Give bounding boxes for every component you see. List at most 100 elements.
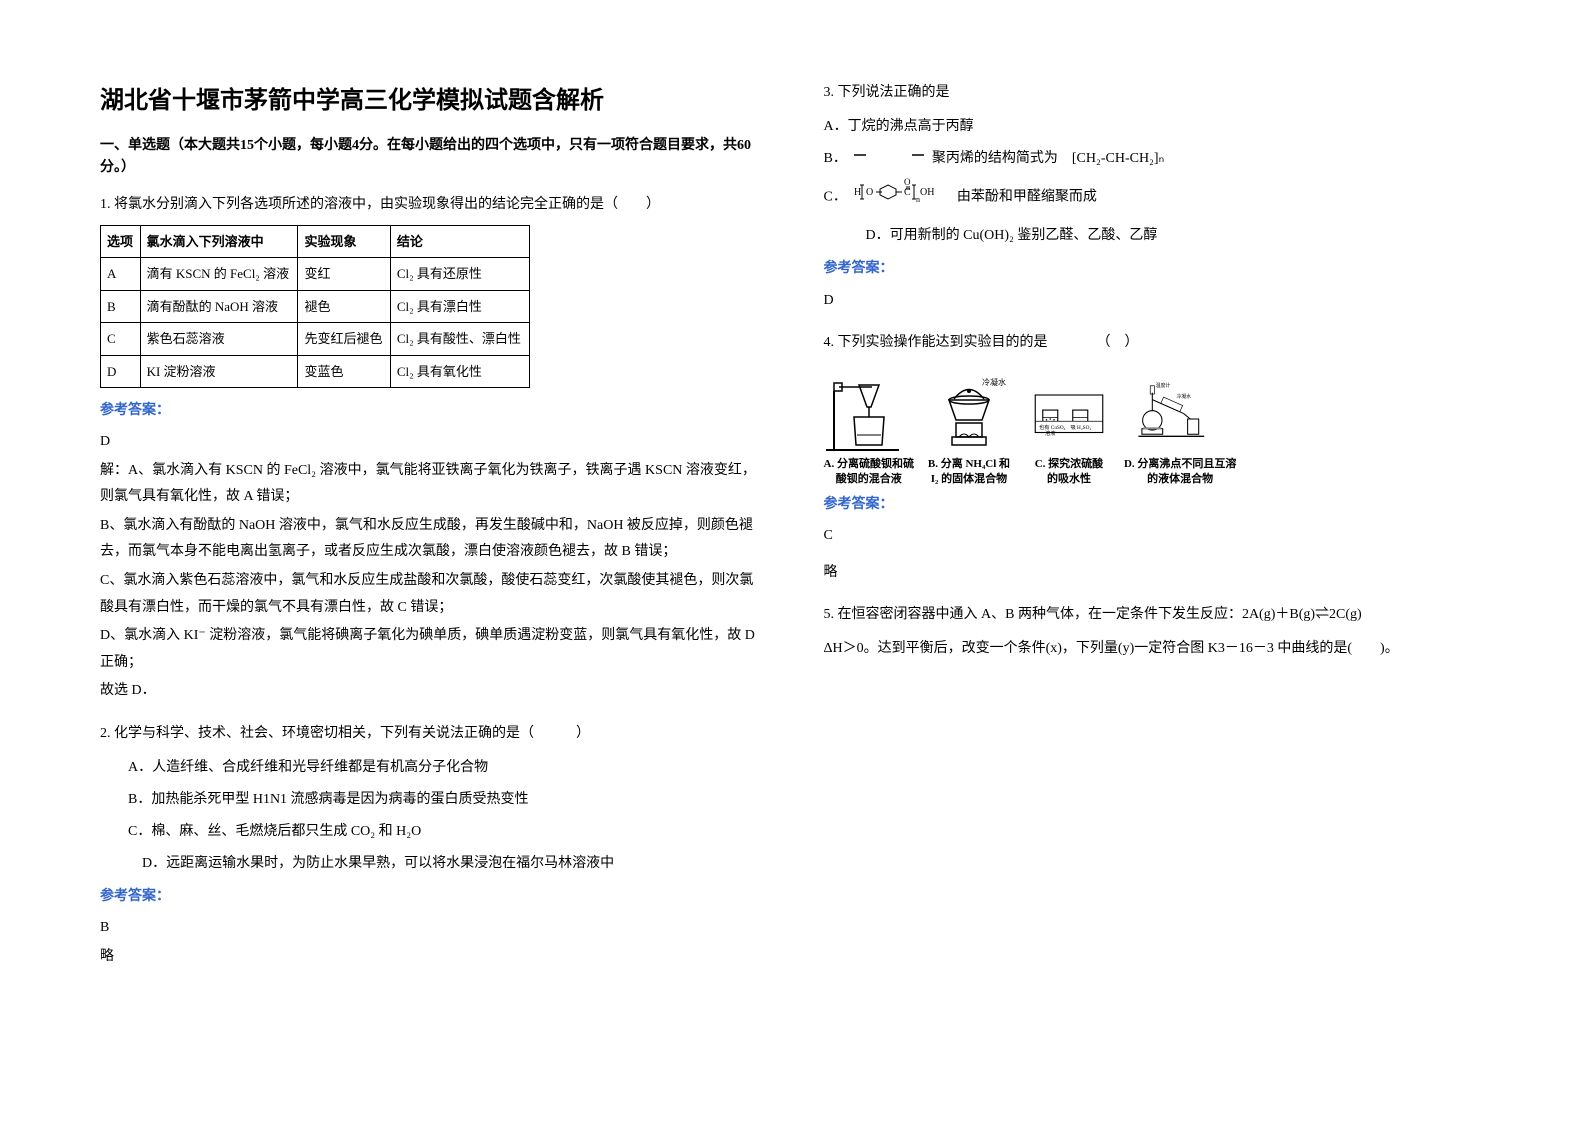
q5-text-b: ΔH＞0。达到平衡后，改变一个条件(x)，下列量(y)一定符合图 K3－16－3… — [824, 636, 1488, 661]
fig-caption: C. 探究浓硫酸 — [1035, 457, 1103, 471]
fig-caption: A. 分离硫酸钡和硫 — [824, 457, 914, 471]
label: 温度计 — [1156, 383, 1171, 390]
fig-caption: 的吸水性 — [1047, 472, 1091, 486]
table-row: C 紫色石蕊溶液 先变红后褪色 Cl₂ 具有酸性、漂白性 — [101, 323, 530, 355]
q2-omit: 略 — [100, 944, 764, 971]
label: 冷凝水 — [1177, 394, 1192, 401]
q4-fig-d: 温度计 冷凝水 D. 分离沸点不同且互溶 的液体混合物 — [1124, 365, 1236, 486]
fig-caption: 的液体混合物 — [1147, 472, 1213, 486]
q4-figure-row: A. 分离硫酸钡和硫 酸钡的混合液 冷凝水 B. 分 — [824, 365, 1488, 486]
svg-text:H: H — [854, 187, 861, 198]
q1-exp-line: 故选 D． — [100, 678, 764, 705]
question-5: 5. 在恒容密闭容器中通入 A、B 两种气体，在一定条件下发生反应：2A(g)＋… — [824, 602, 1488, 660]
td: 变红 — [298, 258, 390, 290]
q4-fig-a: A. 分离硫酸钡和硫 酸钡的混合液 — [824, 365, 914, 486]
phenol-formaldehyde-structure-icon: H O C O n OH — [854, 177, 949, 218]
td: D — [101, 355, 141, 387]
q3-option-d: D．可用新制的 Cu(OH)₂ 鉴别乙醛、乙酸、乙醇 — [824, 222, 1488, 250]
q4-text: 4. 下列实验操作能达到实验目的的是 （ ） — [824, 330, 1488, 355]
td: KI 淀粉溶液 — [140, 355, 298, 387]
q4-answer-body: C 略 — [824, 523, 1488, 586]
svg-text:OH: OH — [920, 187, 934, 198]
svg-text:O: O — [904, 177, 911, 187]
table-row: D KI 淀粉溶液 变蓝色 Cl₂ 具有氧化性 — [101, 355, 530, 387]
question-3: 3. 下列说法正确的是 A．丁烷的沸点高于丙醇 B． 聚丙烯的结构简式为 [CH… — [824, 80, 1488, 314]
td: 变蓝色 — [298, 355, 390, 387]
td: 紫色石蕊溶液 — [140, 323, 298, 355]
answer-label: 参考答案： — [100, 884, 764, 909]
label: 冷凝水 — [982, 377, 1006, 387]
q1-exp-line: B、氯水滴入有酚酞的 NaOH 溶液中，氯气和水反应生成酸，再发生酸碱中和，Na… — [100, 513, 764, 566]
q2-option-b: B．加热能杀死甲型 H1N1 流感病毒是因为病毒的蛋白质受热变性 — [100, 786, 764, 814]
label: 也有 CuSO₄ — [1039, 423, 1066, 431]
q4-fig-c: 也有 CuSO₄ 溶液 吸 H₂SO₄ C. 探究浓硫酸 的吸水性 — [1024, 365, 1114, 486]
q3-b-post: 聚丙烯的结构简式为 [CH₂-CH-CH₂]ₙ — [932, 151, 1164, 166]
q3-c-post: 由苯酚和甲醛缩聚而成 — [957, 190, 1097, 205]
td: 褪色 — [298, 290, 390, 322]
q3-text: 3. 下列说法正确的是 — [824, 80, 1488, 105]
q3-c-pre: C． — [824, 190, 847, 205]
polymer-bracket-icon — [854, 145, 924, 173]
section-heading: 一、单选题（本大题共15个小题，每小题4分。在每小题给出的四个选项中，只有一项符… — [100, 135, 764, 180]
q4-omit: 略 — [824, 560, 1488, 587]
td: Cl₂ 具有氧化性 — [390, 355, 529, 387]
fig-caption: D. 分离沸点不同且互溶 — [1124, 457, 1236, 471]
q1-exp-line: 解：A、氯水滴入有 KSCN 的 FeCl₂ 溶液中，氯气能将亚铁离子氧化为铁离… — [100, 458, 764, 511]
th: 选项 — [101, 225, 141, 257]
td: 滴有酚酞的 NaOH 溶液 — [140, 290, 298, 322]
question-4: 4. 下列实验操作能达到实验目的的是 （ ） A. 分离硫酸钡 — [824, 330, 1488, 586]
q3-b-pre: B． — [824, 151, 847, 166]
q1-exp-line: D、氯水滴入 KI⁻ 淀粉溶液，氯气能将碘离子氧化为碘单质，碘单质遇淀粉变蓝，则… — [100, 623, 764, 676]
td: Cl₂ 具有酸性、漂白性 — [390, 323, 529, 355]
left-column: 湖北省十堰市茅箭中学高三化学模拟试题含解析 一、单选题（本大题共15个小题，每小… — [100, 80, 764, 1042]
q3-option-c: C． H O C O n — [824, 177, 1488, 218]
th: 结论 — [390, 225, 529, 257]
page-title: 湖北省十堰市茅箭中学高三化学模拟试题含解析 — [100, 80, 764, 115]
q3-answer-body: D — [824, 288, 1488, 315]
q2-option-d: D．远距离运输水果时，为防止水果早熟，可以将水果浸泡在福尔马林溶液中 — [100, 850, 764, 878]
right-column: 3. 下列说法正确的是 A．丁烷的沸点高于丙醇 B． 聚丙烯的结构简式为 [CH… — [824, 80, 1488, 1042]
q3-option-b: B． 聚丙烯的结构简式为 [CH₂-CH-CH₂]ₙ — [824, 145, 1488, 173]
fig-caption: 酸钡的混合液 — [836, 472, 902, 486]
fig-caption: I₂ 的固体混合物 — [931, 472, 1007, 486]
table-row: 选项 氯水滴入下列溶液中 实验现象 结论 — [101, 225, 530, 257]
answer-label: 参考答案： — [824, 492, 1488, 517]
td: A — [101, 258, 141, 290]
q2-option-a: A．人造纤维、合成纤维和光导纤维都是有机高分子化合物 — [100, 754, 764, 782]
q1-table: 选项 氯水滴入下列溶液中 实验现象 结论 A 滴有 KSCN 的 FeCl₂ 溶… — [100, 225, 530, 388]
th: 实验现象 — [298, 225, 390, 257]
td: 滴有 KSCN 的 FeCl₂ 溶液 — [140, 258, 298, 290]
fig-caption: B. 分离 NH₄Cl 和 — [928, 457, 1010, 471]
td: C — [101, 323, 141, 355]
distillation-apparatus-icon: 温度计 冷凝水 — [1135, 365, 1225, 455]
q2-answer-body: B 略 — [100, 915, 764, 970]
q3-option-a: A．丁烷的沸点高于丙醇 — [824, 113, 1488, 141]
q2-option-c: C．棉、麻、丝、毛燃烧后都只生成 CO₂ 和 H₂O — [100, 818, 764, 846]
table-row: A 滴有 KSCN 的 FeCl₂ 溶液 变红 Cl₂ 具有还原性 — [101, 258, 530, 290]
q2-answer: B — [100, 915, 764, 942]
q2-text: 2. 化学与科学、技术、社会、环境密切相关，下列有关说法正确的是（ ） — [100, 721, 764, 746]
question-2: 2. 化学与科学、技术、社会、环境密切相关，下列有关说法正确的是（ ） A．人造… — [100, 721, 764, 971]
q4-fig-b: 冷凝水 B. 分离 NH₄Cl 和 I₂ 的固体混合物 — [924, 365, 1014, 486]
table-row: B 滴有酚酞的 NaOH 溶液 褪色 Cl₂ 具有漂白性 — [101, 290, 530, 322]
q3-answer: D — [824, 288, 1488, 315]
q4-answer: C — [824, 523, 1488, 550]
q1-text: 1. 将氯水分别滴入下列各选项所述的溶液中，由实验现象得出的结论完全正确的是（ … — [100, 192, 764, 217]
label: 吸 H₂SO₄ — [1070, 424, 1091, 431]
svg-text:O: O — [866, 187, 873, 198]
td: Cl₂ 具有还原性 — [390, 258, 529, 290]
q5-text-a: 5. 在恒容密闭容器中通入 A、B 两种气体，在一定条件下发生反应：2A(g)＋… — [824, 602, 1488, 627]
answer-label: 参考答案： — [100, 398, 764, 423]
filtration-apparatus-icon — [824, 365, 914, 455]
desiccator-apparatus-icon: 也有 CuSO₄ 溶液 吸 H₂SO₄ — [1024, 365, 1114, 455]
th: 氯水滴入下列溶液中 — [140, 225, 298, 257]
question-1: 1. 将氯水分别滴入下列各选项所述的溶液中，由实验现象得出的结论完全正确的是（ … — [100, 192, 764, 705]
answer-label: 参考答案： — [824, 256, 1488, 281]
td: 先变红后褪色 — [298, 323, 390, 355]
td: Cl₂ 具有漂白性 — [390, 290, 529, 322]
q1-exp-line: C、氯水滴入紫色石蕊溶液中，氯气和水反应生成盐酸和次氯酸，酸使石蕊变红，次氯酸使… — [100, 568, 764, 621]
sublimation-apparatus-icon: 冷凝水 — [924, 365, 1014, 455]
q1-answer: D — [100, 429, 764, 456]
q1-answer-body: D 解：A、氯水滴入有 KSCN 的 FeCl₂ 溶液中，氯气能将亚铁离子氧化为… — [100, 429, 764, 705]
td: B — [101, 290, 141, 322]
